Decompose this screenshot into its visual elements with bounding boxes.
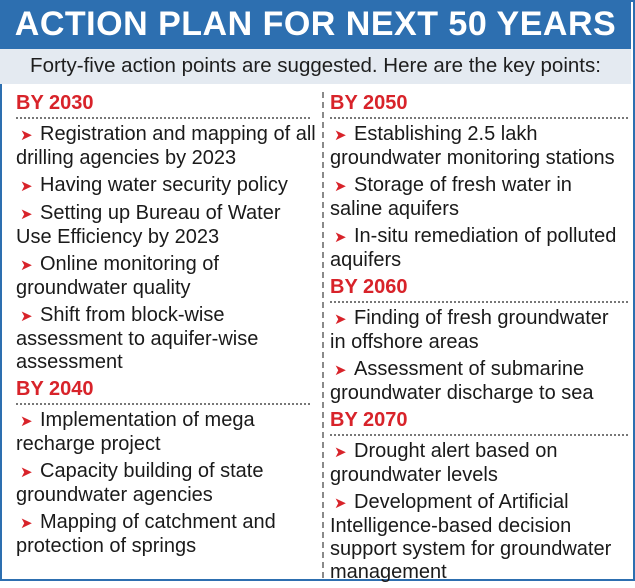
section-heading: BY 2060 (330, 276, 628, 303)
item-text: Online monitoring of groundwater quality (16, 253, 219, 299)
arrow-bullet-icon: ➤ (20, 515, 33, 532)
item-text: Mapping of catchment and protection of s… (16, 511, 276, 557)
item-text: Capacity building of state groundwater a… (16, 460, 264, 506)
arrow-bullet-icon: ➤ (334, 495, 347, 512)
section-by-2060: BY 2060 ➤ Finding of fresh groundwater in… (330, 276, 628, 405)
item-text: Storage of fresh water in saline aquifer… (330, 174, 572, 220)
list-item: ➤ Capacity building of state groundwater … (16, 460, 316, 507)
arrow-bullet-icon: ➤ (20, 464, 33, 481)
list-item: ➤ Registration and mapping of all drillin… (16, 123, 316, 170)
arrow-bullet-icon: ➤ (334, 229, 347, 246)
arrow-bullet-icon: ➤ (334, 444, 347, 461)
section-heading: BY 2040 (16, 378, 310, 405)
arrow-bullet-icon: ➤ (334, 311, 347, 328)
item-text: Implementation of mega recharge project (16, 409, 255, 455)
column-divider (322, 92, 324, 578)
list-item: ➤ Establishing 2.5 lakh groundwater monit… (330, 123, 628, 170)
section-by-2050: BY 2050 ➤ Establishing 2.5 lakh groundwat… (330, 92, 628, 272)
item-text: Finding of fresh groundwater in offshore… (330, 307, 609, 353)
list-item: ➤ Shift from block-wise assessment to aqu… (16, 304, 316, 374)
list-item: ➤ Finding of fresh groundwater in offshor… (330, 307, 628, 354)
arrow-bullet-icon: ➤ (20, 413, 33, 430)
arrow-bullet-icon: ➤ (20, 206, 33, 223)
item-text: Registration and mapping of all drilling… (16, 123, 316, 169)
item-text: Shift from block-wise assessment to aqui… (16, 304, 259, 373)
list-item: ➤ Assessment of submarine groundwater dis… (330, 358, 628, 405)
arrow-bullet-icon: ➤ (334, 127, 347, 144)
item-text: Drought alert based on groundwater level… (330, 440, 558, 486)
arrow-bullet-icon: ➤ (20, 257, 33, 274)
subtitle: Forty-five action points are suggested. … (0, 49, 631, 84)
item-text: Establishing 2.5 lakh groundwater monito… (330, 123, 615, 169)
item-text: Development of Artificial Intelligence-b… (330, 491, 612, 583)
list-item: ➤ Having water security policy (16, 174, 316, 198)
list-item: ➤ Online monitoring of groundwater qualit… (16, 253, 316, 300)
list-item: ➤ Storage of fresh water in saline aquife… (330, 174, 628, 221)
item-text: Having water security policy (40, 174, 288, 196)
item-text: Assessment of submarine groundwater disc… (330, 358, 594, 404)
list-item: ➤ Development of Artificial Intelligence-… (330, 491, 628, 584)
list-item: ➤ Drought alert based on groundwater leve… (330, 440, 628, 487)
section-heading: BY 2070 (330, 409, 628, 436)
arrow-bullet-icon: ➤ (20, 127, 33, 144)
arrow-bullet-icon: ➤ (20, 308, 33, 325)
page-title: ACTION PLAN FOR NEXT 50 YEARS (0, 0, 631, 49)
section-by-2070: BY 2070 ➤ Drought alert based on groundwa… (330, 409, 628, 584)
arrow-bullet-icon: ➤ (334, 362, 347, 379)
item-text: Setting up Bureau of Water Use Efficienc… (16, 202, 281, 248)
section-heading: BY 2050 (330, 92, 628, 119)
arrow-bullet-icon: ➤ (20, 178, 33, 195)
list-item: ➤ Mapping of catchment and protection of … (16, 511, 316, 558)
section-heading: BY 2030 (16, 92, 310, 119)
list-item: ➤ In-situ remediation of polluted aquifer… (330, 225, 628, 272)
section-by-2040: BY 2040 ➤ Implementation of mega recharge… (16, 378, 316, 558)
list-item: ➤ Implementation of mega recharge project (16, 409, 316, 456)
arrow-bullet-icon: ➤ (334, 178, 347, 195)
list-item: ➤ Setting up Bureau of Water Use Efficien… (16, 202, 316, 249)
item-text: In-situ remediation of polluted aquifers (330, 225, 617, 271)
left-column: BY 2030 ➤ Registration and mapping of all… (16, 92, 316, 562)
right-column: BY 2050 ➤ Establishing 2.5 lakh groundwat… (330, 92, 628, 588)
section-by-2030: BY 2030 ➤ Registration and mapping of all… (16, 92, 316, 374)
